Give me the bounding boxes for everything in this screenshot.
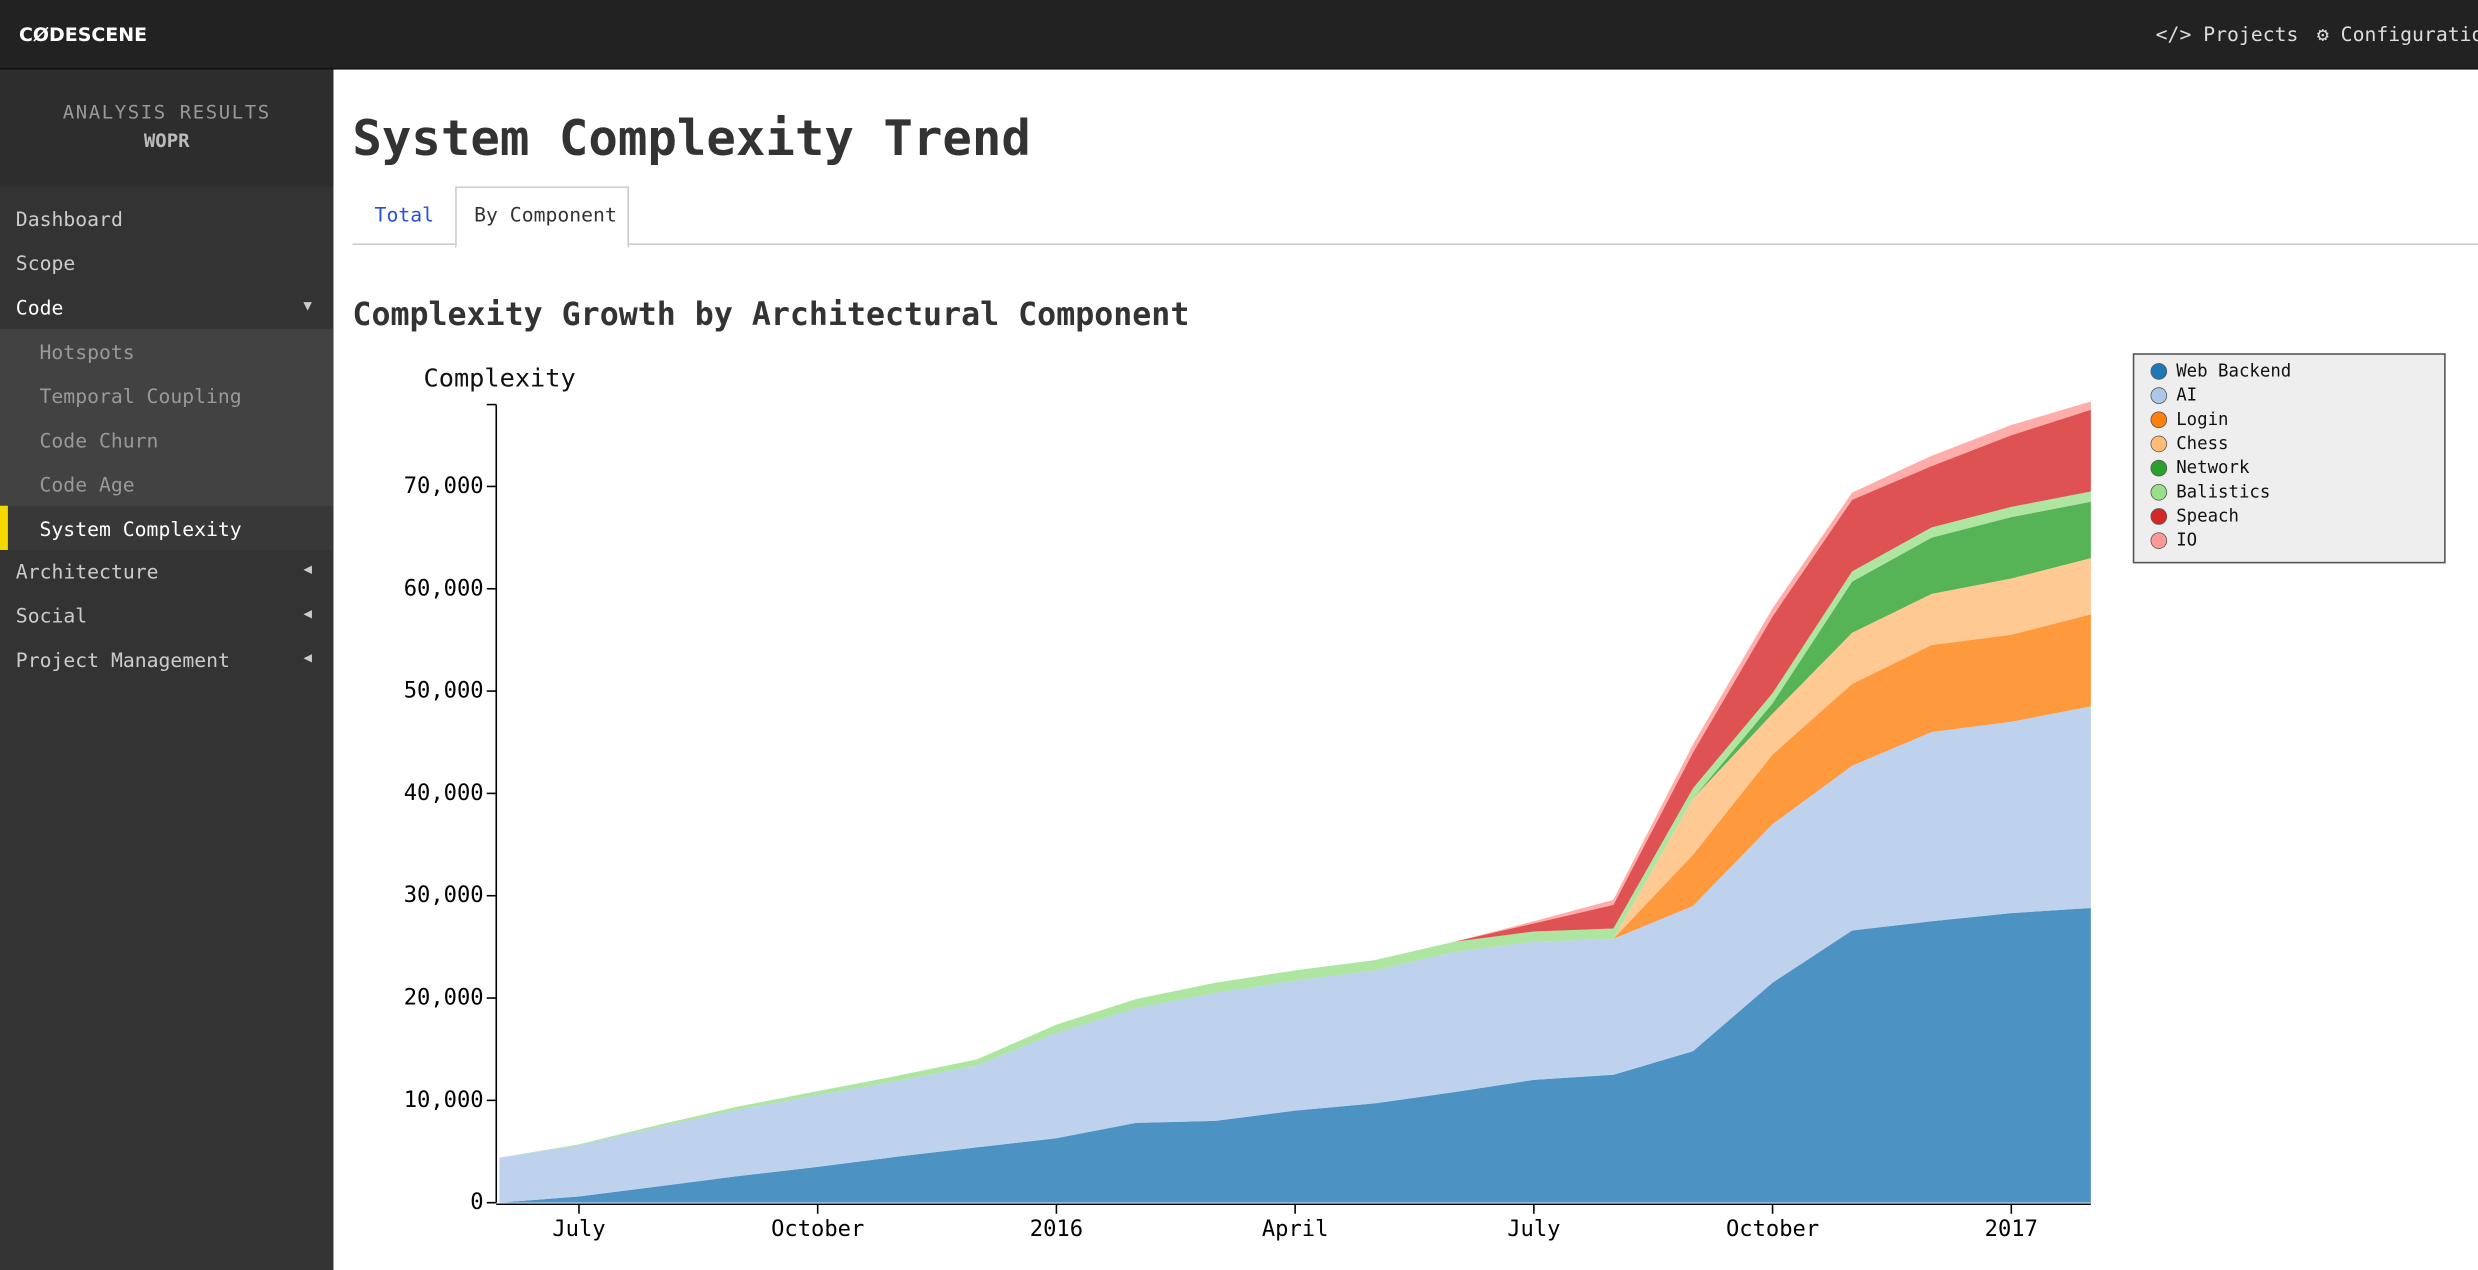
x-tick-label: July: [1507, 1216, 1560, 1242]
legend-swatch: [2150, 508, 2168, 525]
caret: ◀: [303, 651, 313, 667]
legend-label: AI: [2176, 386, 2197, 406]
x-tick-label: 2016: [1030, 1216, 1083, 1242]
legend-swatch: [2150, 435, 2168, 453]
y-tick-label: 50,000: [404, 678, 484, 704]
menu-item[interactable]: Project Management: [15, 647, 230, 672]
sidebar: ANALYSIS RESULTS WOPR Dashboard Scope Co…: [0, 69, 334, 1270]
tab-active[interactable]: [455, 186, 629, 249]
caret: ◀: [303, 562, 313, 579]
project-name: WOPR: [143, 129, 190, 152]
menu-item[interactable]: Social: [15, 603, 88, 628]
nav-link[interactable]: ⚙ Configuration: [2317, 22, 2478, 46]
area: [499, 501, 2091, 1158]
legend-swatch: [2150, 483, 2168, 501]
area: [499, 706, 2091, 1203]
x-tick-label: April: [1262, 1216, 1329, 1242]
x-tick-label: July: [552, 1216, 605, 1242]
legend-label: Speach: [2176, 506, 2239, 526]
page-title: System Complexity Trend: [352, 110, 1031, 168]
nav-label[interactable]: Configuration: [2340, 22, 2478, 46]
legend-swatch: [2150, 459, 2168, 477]
tab[interactable]: Total: [374, 202, 435, 226]
y-tick-label: 0: [470, 1189, 483, 1215]
legend-swatch: [2150, 411, 2168, 429]
submenu-item[interactable]: Code Age: [39, 472, 135, 497]
legend-label: Login: [2176, 410, 2228, 430]
y-tick-label: 30,000: [404, 882, 484, 908]
brand[interactable]: CØDESCENE: [18, 23, 148, 46]
caret: ▼: [303, 298, 313, 315]
nav-link[interactable]: </> Projects: [2155, 22, 2299, 46]
legend-box: [2132, 353, 2446, 564]
menu-item[interactable]: Architecture: [15, 559, 159, 584]
sidebar-header: [0, 69, 334, 187]
submenu-item[interactable]: Temporal Coupling: [39, 384, 242, 408]
menu-item[interactable]: Scope: [15, 251, 76, 275]
tab-line: [352, 243, 2478, 245]
top-bar: CØDESCENE </> Projects ⚙ Configuration: [0, 0, 2478, 70]
sidebar-heading: ANALYSIS RESULTS: [62, 101, 271, 124]
active-marker: [0, 505, 8, 550]
nav-label[interactable]: Projects: [2203, 22, 2299, 46]
y-tick-label: 10,000: [404, 1087, 484, 1113]
legend-label: IO: [2176, 531, 2197, 551]
x-tick-label: October: [771, 1216, 864, 1242]
menu-item[interactable]: Dashboard: [15, 207, 123, 231]
submenu-item[interactable]: Code Churn: [39, 428, 159, 452]
tab[interactable]: By Component: [474, 202, 617, 226]
legend-label: Balistics: [2176, 482, 2270, 502]
area: [499, 558, 2091, 1158]
submenu-item[interactable]: Hotspots: [39, 339, 135, 364]
y-tick-label: 20,000: [404, 985, 484, 1011]
area: [499, 409, 2091, 1158]
active-row: [0, 505, 334, 550]
legend-label: Chess: [2176, 434, 2228, 454]
legend-label: Network: [2176, 458, 2250, 478]
area: [499, 908, 2091, 1203]
legend-swatch: [2150, 532, 2168, 549]
legend-label: Web Backend: [2176, 361, 2291, 381]
legend-swatch: [2150, 363, 2168, 380]
chart-title: Complexity Growth by Architectural Compo…: [352, 297, 1189, 333]
y-axis-label: Complexity: [424, 363, 576, 392]
x-tick-label: October: [1726, 1216, 1819, 1242]
y-tick-label: 60,000: [404, 575, 484, 601]
legend-swatch: [2150, 387, 2168, 404]
area: [499, 614, 2091, 1158]
submenu-item[interactable]: System Complexity: [39, 516, 242, 541]
x-tick-label: 2017: [1985, 1216, 2038, 1242]
y-tick-label: 40,000: [404, 780, 484, 806]
caret: ◀: [303, 606, 313, 623]
y-tick-label: 70,000: [404, 473, 484, 499]
menu-item[interactable]: Code: [15, 295, 64, 320]
